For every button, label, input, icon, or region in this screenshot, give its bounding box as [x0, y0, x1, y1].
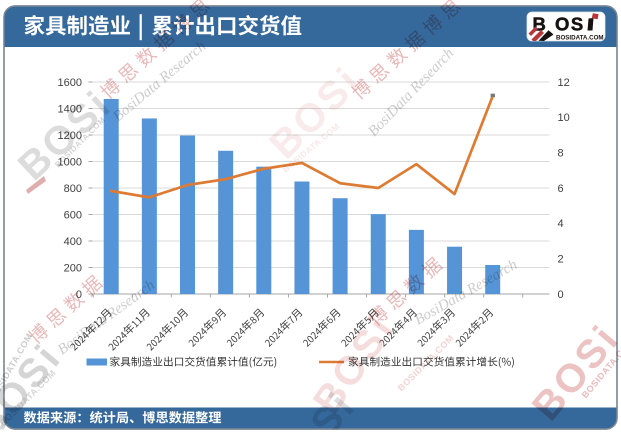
svg-text:1200: 1200	[58, 130, 82, 142]
svg-text:0: 0	[76, 289, 82, 301]
svg-text:10: 10	[558, 112, 570, 124]
svg-text:12: 12	[558, 77, 570, 89]
svg-text:200: 200	[64, 262, 82, 274]
svg-text:600: 600	[64, 209, 82, 221]
svg-text:OS: OS	[555, 14, 585, 35]
svg-text:1000: 1000	[58, 156, 82, 168]
svg-text:4: 4	[558, 218, 564, 230]
svg-text:0: 0	[558, 289, 564, 301]
svg-text:6: 6	[558, 183, 564, 195]
svg-text:8: 8	[558, 147, 564, 159]
svg-text:800: 800	[64, 183, 82, 195]
svg-text:400: 400	[64, 236, 82, 248]
svg-text:2: 2	[558, 253, 564, 265]
svg-text:1400: 1400	[58, 103, 82, 115]
svg-text:1600: 1600	[58, 77, 82, 89]
svg-text:BOSIDATA.COM: BOSIDATA.COM	[556, 35, 604, 42]
